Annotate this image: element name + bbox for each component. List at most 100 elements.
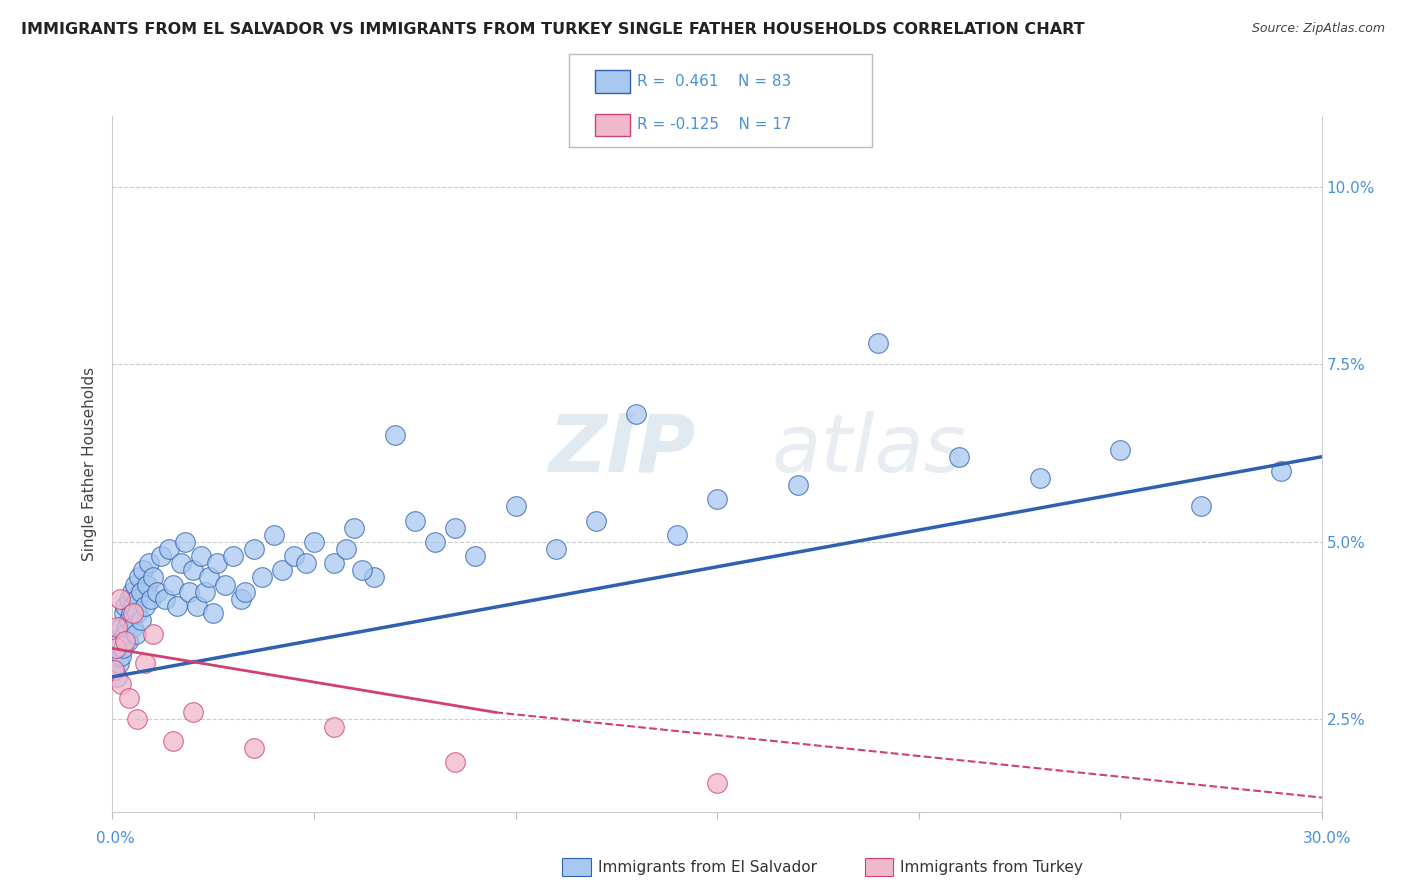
Point (242, 740, 264, 755)
Point (162, 733, 184, 747)
Point (174, 535, 197, 549)
Point (1270, 464, 1292, 478)
Point (129, 613, 152, 627)
Point (115, 620, 138, 634)
Text: R =  0.461    N = 83: R = 0.461 N = 83 (637, 74, 792, 88)
Point (117, 634, 139, 648)
Point (302, 535, 325, 549)
Point (181, 706, 204, 720)
Point (117, 591, 139, 606)
Point (103, 663, 125, 677)
Point (295, 556, 318, 570)
Point (231, 591, 253, 606)
Point (105, 641, 128, 656)
Point (202, 606, 225, 620)
Point (125, 627, 148, 641)
Point (198, 570, 221, 584)
Point (105, 670, 128, 684)
Text: R = -0.125    N = 17: R = -0.125 N = 17 (637, 118, 792, 132)
Point (134, 599, 156, 613)
Point (404, 514, 426, 528)
Point (142, 627, 165, 641)
Point (104, 648, 127, 663)
Point (107, 656, 129, 670)
Point (108, 591, 131, 606)
Point (335, 542, 357, 557)
Point (283, 549, 305, 563)
Point (786, 478, 808, 492)
Point (706, 492, 728, 507)
Point (162, 577, 184, 591)
Text: Source: ZipAtlas.com: Source: ZipAtlas.com (1251, 22, 1385, 36)
Point (112, 606, 135, 620)
Point (114, 599, 136, 613)
Point (706, 776, 728, 790)
Point (117, 691, 139, 706)
Point (110, 648, 132, 663)
Point (544, 542, 567, 557)
Point (343, 521, 366, 535)
Point (124, 577, 146, 591)
Point (121, 606, 143, 620)
Point (138, 556, 160, 570)
Point (214, 577, 236, 591)
Point (263, 528, 285, 542)
Point (186, 599, 208, 613)
Point (235, 584, 257, 599)
Point (153, 591, 176, 606)
Point (118, 613, 141, 627)
Point (352, 563, 374, 577)
Point (125, 591, 148, 606)
Point (114, 634, 136, 648)
Point (222, 549, 245, 563)
Text: Immigrants from El Salvador: Immigrants from El Salvador (598, 860, 817, 874)
Point (149, 549, 172, 563)
Point (626, 407, 648, 421)
Point (464, 549, 486, 563)
Point (110, 677, 132, 691)
Point (363, 570, 385, 584)
Text: ZIP: ZIP (548, 411, 695, 489)
Point (103, 663, 125, 677)
Point (146, 584, 169, 599)
Point (125, 713, 148, 727)
Point (121, 620, 143, 634)
Point (948, 450, 970, 464)
Point (111, 641, 134, 656)
Point (105, 620, 128, 634)
Point (108, 634, 131, 648)
Point (323, 719, 346, 733)
Point (131, 584, 153, 599)
Point (128, 570, 150, 584)
Point (444, 755, 467, 769)
Point (166, 599, 188, 613)
Point (122, 599, 145, 613)
Point (170, 556, 193, 570)
Point (121, 584, 143, 599)
Point (323, 556, 346, 570)
Point (132, 563, 155, 577)
Point (157, 542, 180, 557)
Point (134, 656, 156, 670)
Text: 30.0%: 30.0% (1303, 831, 1351, 846)
Point (868, 336, 890, 351)
Point (207, 556, 229, 570)
Point (423, 535, 446, 549)
Point (242, 542, 264, 557)
Point (127, 606, 149, 620)
Point (1028, 471, 1050, 485)
Point (665, 528, 688, 542)
Point (104, 641, 127, 656)
Point (505, 500, 527, 514)
Point (120, 606, 142, 620)
Point (250, 570, 273, 584)
Text: IMMIGRANTS FROM EL SALVADOR VS IMMIGRANTS FROM TURKEY SINGLE FATHER HOUSEHOLDS C: IMMIGRANTS FROM EL SALVADOR VS IMMIGRANT… (21, 22, 1084, 37)
Point (110, 620, 132, 634)
Point (585, 514, 607, 528)
Point (139, 591, 162, 606)
Text: atlas: atlas (772, 411, 966, 489)
Point (142, 570, 165, 584)
Point (384, 428, 406, 442)
Point (194, 584, 217, 599)
Point (190, 549, 212, 563)
